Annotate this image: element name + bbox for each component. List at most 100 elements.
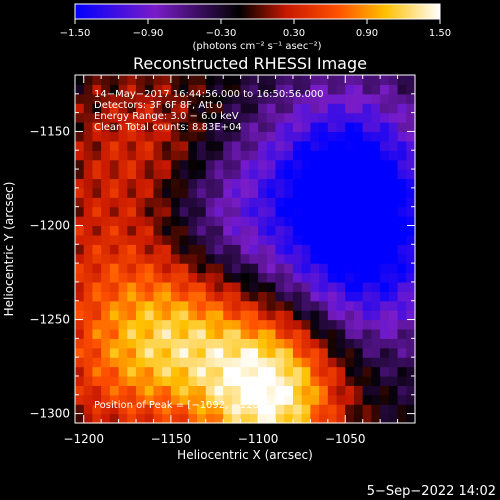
- heatmap-cell: [362, 253, 373, 264]
- heatmap-cell: [319, 169, 329, 180]
- heatmap-cell: [336, 413, 346, 424]
- heatmap-cell: [153, 159, 163, 170]
- heatmap-cell: [205, 272, 216, 283]
- heatmap-cell: [301, 169, 311, 180]
- heatmap-cell: [101, 169, 111, 180]
- heatmap-cell: [362, 187, 373, 198]
- heatmap-cell: [83, 310, 94, 321]
- heatmap-cell: [240, 75, 250, 86]
- heatmap-cell: [380, 263, 390, 274]
- heatmap-cell: [301, 347, 311, 358]
- heatmap-cell: [301, 93, 311, 104]
- heatmap-cell: [205, 347, 216, 358]
- heatmap-cell: [127, 234, 137, 245]
- heatmap-cell: [388, 216, 399, 227]
- heatmap-image: [75, 75, 416, 424]
- heatmap-cell: [336, 112, 346, 123]
- heatmap-cell: [153, 328, 163, 339]
- heatmap-cell: [275, 300, 285, 311]
- heatmap-cell: [319, 187, 329, 198]
- heatmap-cell: [170, 169, 181, 180]
- heatmap-cell: [214, 347, 224, 358]
- heatmap-cell: [258, 263, 268, 274]
- heatmap-cell: [188, 366, 198, 377]
- heatmap-cell: [109, 93, 120, 104]
- heatmap-cell: [170, 84, 181, 95]
- heatmap-cell: [292, 253, 303, 264]
- heatmap-cell: [127, 300, 137, 311]
- heatmap-cell: [319, 122, 329, 133]
- heatmap-cell: [266, 413, 277, 424]
- heatmap-cell: [240, 93, 250, 104]
- heatmap-cell: [284, 310, 294, 321]
- heatmap-cell: [275, 169, 285, 180]
- heatmap-cell: [240, 413, 250, 424]
- heatmap-cell: [170, 357, 181, 368]
- heatmap-cell: [397, 272, 407, 283]
- heatmap-cell: [371, 281, 381, 292]
- heatmap-cell: [353, 140, 364, 151]
- heatmap-cell: [170, 328, 181, 339]
- heatmap-cell: [75, 263, 85, 274]
- heatmap-cell: [292, 178, 303, 189]
- heatmap-cell: [275, 375, 285, 386]
- heatmap-cell: [101, 328, 111, 339]
- heatmap-cell: [345, 385, 355, 396]
- heatmap-cell: [371, 404, 381, 415]
- heatmap-cell: [353, 394, 364, 405]
- heatmap-cell: [266, 169, 277, 180]
- heatmap-cell: [197, 84, 207, 95]
- heatmap-cell: [118, 366, 128, 377]
- heatmap-cell: [388, 319, 399, 330]
- heatmap-cell: [371, 159, 381, 170]
- heatmap-cell: [301, 216, 311, 227]
- heatmap-cell: [362, 75, 373, 86]
- heatmap-cell: [319, 197, 329, 208]
- heatmap-cell: [214, 150, 224, 161]
- heatmap-cell: [214, 263, 224, 274]
- heatmap-cell: [258, 357, 268, 368]
- heatmap-cell: [362, 178, 373, 189]
- heatmap-cell: [240, 347, 250, 358]
- heatmap-cell: [214, 93, 224, 104]
- heatmap-cell: [380, 112, 390, 123]
- heatmap-cell: [319, 413, 329, 424]
- heatmap-cell: [397, 225, 407, 236]
- heatmap-cell: [380, 93, 390, 104]
- heatmap-cell: [205, 413, 216, 424]
- heatmap-cell: [83, 197, 94, 208]
- heatmap-cell: [101, 75, 111, 86]
- heatmap-cell: [92, 150, 102, 161]
- heatmap-cell: [345, 347, 355, 358]
- heatmap-cell: [380, 103, 390, 114]
- heatmap-cell: [214, 357, 224, 368]
- heatmap-cell: [249, 310, 259, 321]
- heatmap-cell: [188, 216, 198, 227]
- heatmap-cell: [249, 328, 259, 339]
- heatmap-cell: [127, 244, 137, 255]
- heatmap-cell: [249, 281, 259, 292]
- heatmap-cell: [162, 338, 172, 349]
- heatmap-cell: [310, 338, 320, 349]
- heatmap-cell: [362, 413, 373, 424]
- heatmap-cell: [397, 300, 407, 311]
- heatmap-cell: [371, 319, 381, 330]
- heatmap-cell: [83, 375, 94, 386]
- heatmap-cell: [109, 366, 120, 377]
- heatmap-cell: [83, 244, 94, 255]
- heatmap-cell: [240, 319, 250, 330]
- heatmap-cell: [301, 253, 311, 264]
- heatmap-cell: [75, 338, 85, 349]
- heatmap-cell: [83, 338, 94, 349]
- heatmap-cell: [223, 413, 233, 424]
- heatmap-cell: [162, 84, 172, 95]
- heatmap-cell: [362, 272, 373, 283]
- heatmap-cell: [109, 187, 120, 198]
- heatmap-cell: [310, 385, 320, 396]
- heatmap-cell: [179, 234, 189, 245]
- heatmap-cell: [380, 413, 390, 424]
- heatmap-cell: [301, 197, 311, 208]
- heatmap-cell: [205, 159, 216, 170]
- heatmap-cell: [109, 281, 120, 292]
- heatmap-cell: [345, 404, 355, 415]
